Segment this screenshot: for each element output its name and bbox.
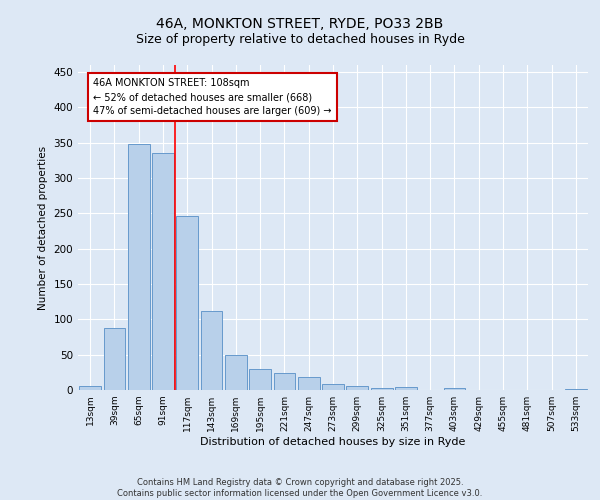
X-axis label: Distribution of detached houses by size in Ryde: Distribution of detached houses by size … (200, 437, 466, 447)
Bar (128, 144, 149, 390)
Bar (371, 388, 392, 390)
Text: Contains HM Land Registry data © Crown copyright and database right 2025.
Contai: Contains HM Land Registry data © Crown c… (118, 478, 482, 498)
Bar (200, 311, 223, 390)
Text: 46A MONKTON STREET: 108sqm
← 52% of detached houses are smaller (668)
47% of sem: 46A MONKTON STREET: 108sqm ← 52% of deta… (94, 78, 332, 116)
Text: Size of property relative to detached houses in Ryde: Size of property relative to detached ho… (136, 32, 464, 46)
Bar (322, 384, 344, 390)
Bar (274, 373, 295, 390)
Bar (176, 216, 198, 390)
Bar (395, 387, 417, 390)
Y-axis label: Number of detached properties: Number of detached properties (38, 146, 48, 310)
Bar (225, 356, 247, 390)
Text: 46A, MONKTON STREET, RYDE, PO33 2BB: 46A, MONKTON STREET, RYDE, PO33 2BB (157, 18, 443, 32)
Bar (443, 388, 466, 390)
Bar (152, 152, 174, 390)
Bar (346, 386, 368, 390)
Bar (104, 328, 125, 390)
Bar (298, 376, 320, 390)
Bar (249, 369, 271, 390)
Bar (79, 386, 101, 390)
